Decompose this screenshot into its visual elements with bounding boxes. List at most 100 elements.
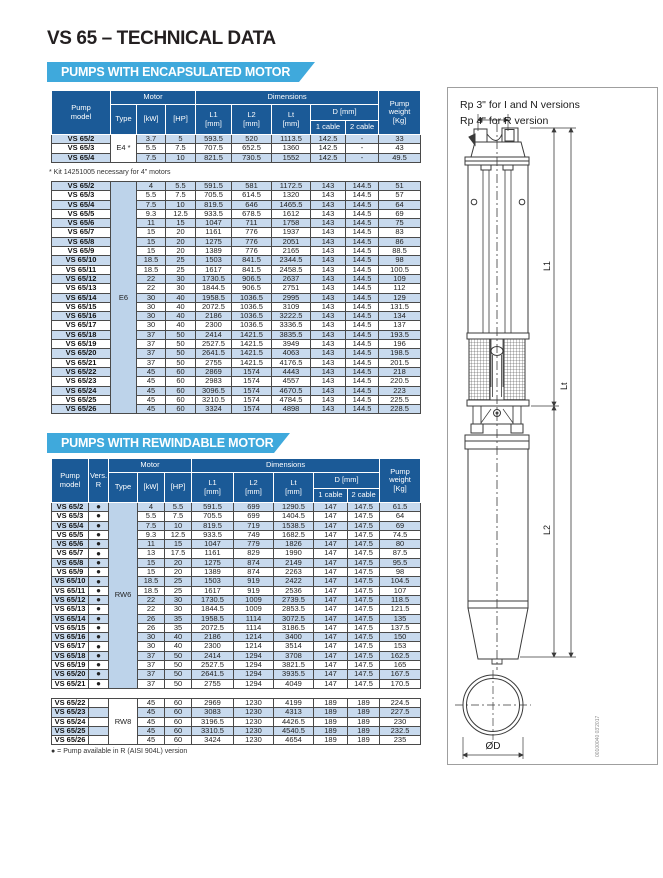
vers-r-cell: ●	[88, 529, 109, 541]
value-cell: 143	[310, 180, 346, 192]
value-cell: 1036.5	[231, 311, 272, 322]
value-cell: 5.5	[136, 143, 166, 154]
value-cell: 874	[233, 567, 275, 578]
value-cell: 22	[137, 594, 165, 606]
table-row: VS 65/13 22 30 1844.5 906.5 2751 143 144.5 112	[51, 283, 421, 294]
value-cell: 147.5	[347, 567, 381, 578]
value-cell: 143	[310, 283, 346, 294]
motor-taper	[467, 607, 529, 660]
rewindable-motor-table: Pump model Vers. R Motor Dimensions Pump…	[51, 458, 422, 689]
pump-model-cell: VS 65/20	[51, 348, 111, 359]
value-cell: 4426.5	[273, 716, 314, 727]
value-cell: 147.5	[347, 650, 381, 662]
vers-r-cell: ●	[88, 576, 109, 587]
value-cell: 143	[310, 273, 346, 285]
value-cell: 60	[165, 376, 196, 387]
value-cell: 919	[233, 585, 275, 596]
pump-model-cell: VS 65/22	[51, 697, 89, 709]
pump-model-cell: VS 65/7	[51, 548, 89, 559]
value-cell: 12.5	[165, 208, 196, 220]
col-lt: Lt [mm]	[273, 472, 315, 503]
pump-model-cell: VS 65/11	[51, 264, 111, 275]
value-cell: 1290.5	[273, 501, 315, 513]
value-cell: 1617	[195, 264, 232, 275]
value-cell: 2739.5	[273, 594, 315, 606]
pump-model-cell: VS 65/14	[51, 613, 89, 624]
value-cell: 228.5	[378, 404, 421, 415]
value-cell: 614.5	[231, 190, 272, 201]
value-cell: 7.5	[163, 511, 193, 522]
value-cell: 201.5	[378, 357, 421, 368]
value-cell: 20	[163, 557, 193, 569]
value-cell: 100.5	[378, 264, 421, 275]
pump-body	[467, 164, 529, 334]
col-kw: [kW]	[136, 104, 166, 135]
value-cell: 143	[310, 385, 346, 396]
value-cell: 69	[378, 208, 421, 220]
table-row: VS 65/6 11 15 1047 711 1758 143 144.5 75	[51, 218, 421, 229]
table-row: VS 65/24 45 60 3096.5 1574 4670.5 143 144.5 223	[51, 385, 421, 396]
value-cell: 137	[378, 320, 421, 331]
value-cell: 167.5	[379, 669, 422, 680]
table-row: VS 65/13 ● 22 30 1844.5 1009 2853.5 147 147.5 121…	[51, 604, 422, 615]
value-cell: 2869	[195, 366, 232, 378]
value-cell: 3935.5	[273, 669, 315, 680]
value-cell: 17.5	[163, 548, 193, 559]
value-cell: 15	[136, 246, 166, 257]
value-cell: 142.5	[310, 133, 347, 145]
motor-type-cell: E6	[110, 180, 137, 415]
table-row: VS 65/18 37 50 2414 1421.5 3835.5 143 144.5 193.…	[51, 329, 421, 341]
value-cell: 50	[163, 678, 193, 689]
value-cell: 821.5	[195, 152, 233, 163]
value-cell: 147	[313, 520, 349, 531]
value-cell: 45	[137, 697, 165, 709]
vers-r-cell: ●	[88, 501, 109, 513]
value-cell: 144.5	[345, 404, 379, 415]
value-cell: 143	[310, 199, 346, 210]
value-cell: 1294	[233, 669, 275, 680]
value-cell: 2149	[273, 557, 315, 569]
vers-r-cell	[88, 716, 109, 727]
value-cell: 1574	[231, 404, 272, 415]
pump-model-cell: VS 65/26	[51, 404, 111, 415]
value-cell: 4557	[271, 376, 311, 387]
value-cell: 25	[165, 255, 196, 266]
table-row: VS 65/8 ● 15 20 1275 874 2149 147 147.5 95.5	[51, 557, 422, 569]
vers-r-cell: ●	[88, 678, 109, 689]
motor-type-cell: RW6	[108, 502, 138, 689]
pump-model-cell: VS 65/25	[51, 725, 89, 737]
value-cell: 87.5	[379, 548, 422, 559]
value-cell: 137.5	[379, 622, 422, 634]
pump-model-cell: VS 65/3	[51, 511, 89, 522]
value-cell: 147	[313, 669, 349, 680]
value-cell: 25	[163, 585, 193, 596]
value-cell: 1503	[191, 576, 235, 587]
col-1cable: 1 cable	[313, 488, 349, 503]
value-cell: 147	[313, 678, 349, 689]
value-cell: 60	[165, 404, 196, 415]
value-cell: 22	[137, 604, 165, 615]
value-cell: 10	[165, 199, 196, 210]
value-cell: 147	[313, 641, 349, 652]
col-2cable: 2 cable	[345, 120, 380, 135]
value-cell: 144.5	[345, 348, 379, 359]
value-cell: 147	[313, 604, 349, 615]
value-cell: 1389	[191, 567, 235, 578]
value-cell: 1844.5	[195, 283, 232, 294]
value-cell: 3424	[191, 735, 234, 746]
pump-model-cell: VS 65/2	[51, 501, 89, 513]
pump-model-cell: VS 65/21	[51, 357, 111, 368]
value-cell: 189	[313, 716, 348, 727]
value-cell: 60	[165, 385, 196, 396]
value-cell: 5.5	[137, 511, 165, 522]
vers-r-cell	[88, 707, 109, 718]
vers-r-cell	[88, 697, 109, 709]
pump-model-cell: VS 65/15	[51, 301, 111, 313]
value-cell: 2983	[195, 376, 232, 387]
table-row: VS 65/16 30 40 2186 1036.5 3222.5 143 144.5 134	[51, 311, 421, 322]
value-cell: 147.5	[347, 529, 381, 541]
value-cell: 40	[163, 632, 193, 643]
motor-type-cell: E4 *	[110, 134, 137, 163]
value-cell: 30	[137, 632, 165, 643]
col-kw: [kW]	[137, 472, 165, 503]
